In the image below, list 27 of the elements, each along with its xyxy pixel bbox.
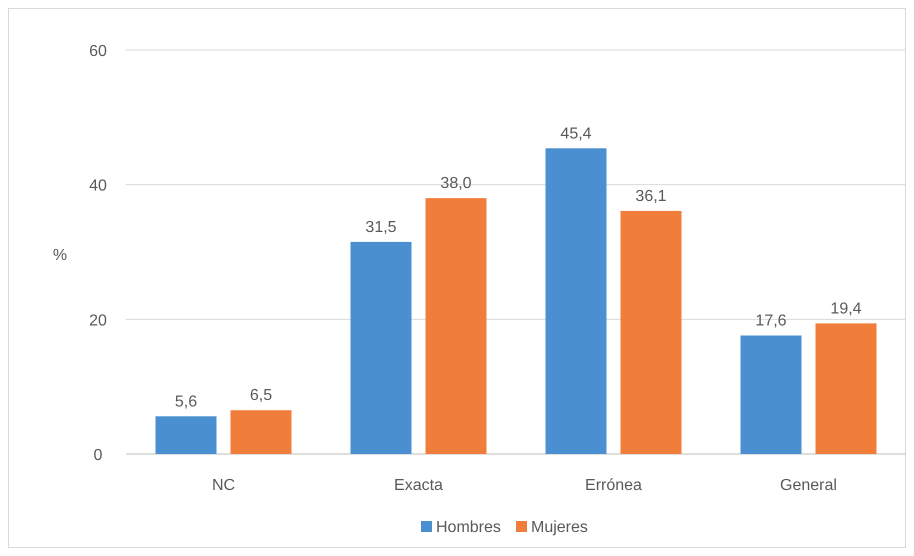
data-label: 45,4 [560, 125, 592, 142]
data-label: 38,0 [440, 175, 472, 192]
legend-label: Hombres [436, 519, 501, 536]
data-label: 36,1 [635, 188, 667, 205]
x-tick-label: Errónea [585, 477, 642, 494]
legend-label: Mujeres [531, 519, 588, 536]
bar [620, 210, 682, 454]
x-tick-label: Exacta [394, 477, 444, 494]
bar [816, 323, 876, 454]
y-tick-label: 40 [89, 178, 107, 195]
bar [230, 410, 292, 454]
data-label: 31,5 [365, 218, 397, 236]
x-tick-label: NC [212, 477, 236, 494]
data-label: 17,6 [755, 312, 787, 330]
data-label: 19,4 [830, 300, 862, 318]
y-tick-label: 20 [89, 312, 107, 330]
data-label: 6,5 [250, 387, 272, 404]
bar [350, 242, 412, 454]
bar [156, 416, 216, 454]
y-tick-label: 0 [94, 447, 103, 464]
y-tick-label: 60 [89, 43, 107, 60]
bar [426, 198, 486, 454]
bar [546, 148, 606, 454]
data-label: 5,6 [174, 393, 198, 410]
y-axis-title: % [52, 247, 68, 264]
x-tick-label: General [780, 477, 837, 494]
bar [740, 335, 802, 454]
